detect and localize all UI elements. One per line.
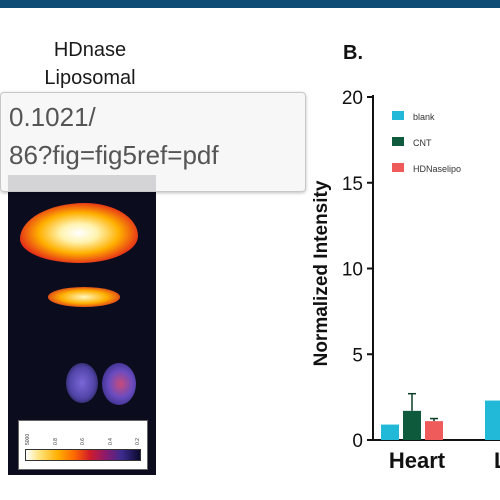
legend-swatch — [392, 111, 404, 120]
colorbar-gradient — [25, 449, 141, 461]
y-tick-label: 10 — [342, 260, 363, 281]
y-axis-label: Normalized Intensity — [311, 180, 332, 366]
top-border — [0, 0, 500, 8]
legend-label: HDNaselipo — [413, 164, 461, 174]
legend-swatch — [392, 163, 404, 172]
y-tick-label: 15 — [342, 174, 363, 195]
panel-a-title-line1: HDnase — [53, 39, 127, 61]
colorbar-legend: 5000 0.8 0.6 0.4 0.2 — [18, 420, 148, 470]
bar — [485, 400, 500, 440]
colorbar-tick: 5000 — [25, 433, 31, 445]
panel-b-label: B. — [343, 42, 363, 64]
bar — [403, 410, 421, 440]
bar-chart: 0 5 10 15 20 Normalized Intensity Heart Lblank C… — [311, 88, 500, 473]
y-tick-label: 20 — [342, 88, 363, 109]
colorbar-ticks: 5000 0.8 0.6 0.4 0.2 — [25, 425, 141, 445]
legend-label: blank — [413, 112, 435, 122]
x-category-label: Heart — [389, 448, 446, 473]
bar — [425, 421, 443, 440]
y-tick-label: 0 — [352, 431, 363, 452]
bar — [381, 424, 399, 440]
left-kidney-signal — [66, 363, 98, 403]
x-category-label: L — [494, 448, 500, 473]
legend-label: CNT — [413, 138, 432, 148]
panel-a-title: HDnase Liposomal — [20, 36, 160, 92]
fluorescence-image: 5000 0.8 0.6 0.4 0.2 — [8, 175, 156, 475]
panel-a-title-line2: Liposomal — [44, 67, 136, 89]
colorbar-tick: 0.8 — [52, 438, 59, 445]
tooltip-line2: 86?fig=fig5ref=pdf — [9, 140, 219, 170]
colorbar-tick: 0.6 — [80, 438, 86, 445]
tooltip-line1: 0.1021/ — [9, 102, 96, 132]
right-kidney-signal — [102, 363, 136, 405]
y-tick-label: 5 — [352, 345, 363, 366]
liver-signal — [20, 203, 138, 263]
legend-swatch — [392, 137, 404, 146]
link-tooltip: 0.1021/ 86?fig=fig5ref=pdf — [0, 92, 306, 192]
spleen-signal — [48, 287, 120, 307]
colorbar-tick: 0.4 — [107, 438, 114, 445]
colorbar-tick: 0.2 — [135, 438, 141, 445]
